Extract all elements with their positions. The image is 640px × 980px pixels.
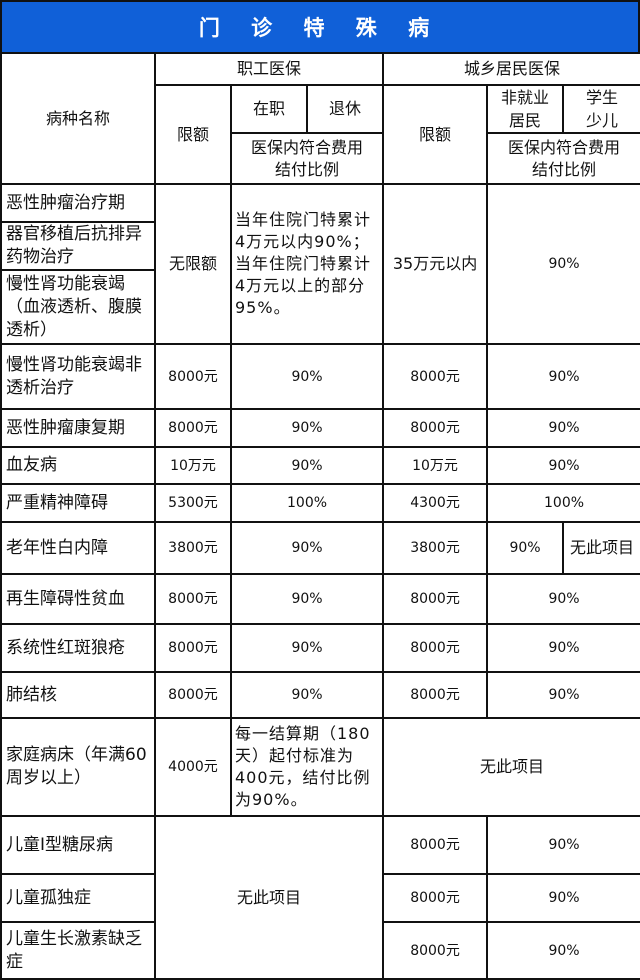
res-limit: 8000元 [382, 921, 489, 980]
table-row: 恶性肿瘤治疗期 无限额 当年住院门特累计4万元以内90%；当年住院门特累计4万元… [0, 183, 640, 345]
header-student: 学生 [562, 84, 640, 109]
header-disease-name: 病种名称 [0, 52, 156, 185]
table-row: 家庭病床（年满60周岁以上） 4000元 每一结算期（180天）起付标准为400元，… [0, 717, 640, 817]
disease-name: 儿童Ⅰ型糖尿病 [0, 815, 156, 875]
res-limit: 8000元 [382, 815, 489, 875]
emp-ratio: 90% [229, 671, 385, 719]
emp-ratio: 90% [229, 623, 385, 673]
disease-name: 儿童孤独症 [0, 873, 156, 923]
header-student-2: 少儿 [562, 109, 640, 134]
emp-limit: 8000元 [154, 671, 232, 719]
header-resident: 城乡居民医保 [382, 52, 640, 86]
res-ratio: 90% [486, 573, 640, 625]
header-employee: 职工医保 [153, 52, 385, 86]
table-row: 再生障碍性贫血 8000元 90% 8000元 90% [0, 573, 640, 625]
header-non-employed: 非就业 [486, 84, 565, 109]
disease-name: 恶性肿瘤治疗期 [0, 183, 156, 223]
emp-ratio: 90% [229, 573, 385, 625]
table-row: 儿童孤独症 8000元 90% [0, 873, 640, 923]
emp-ratio: 每一结算期（180天）起付标准为400元，结付比例为90%。 [229, 717, 385, 817]
emp-limit: 4000元 [154, 717, 232, 817]
emp-limit: 8000元 [154, 573, 232, 625]
header-active: 在职 [230, 84, 308, 134]
table-row: 严重精神障碍 5300元 100% 4300元 100% [0, 483, 640, 523]
res-ratio: 90% [486, 623, 640, 673]
disease-name: 血友病 [0, 446, 156, 485]
res-ratio: 90% [486, 446, 640, 485]
emp-limit: 8000元 [154, 343, 232, 410]
res-ratio: 90% [486, 873, 640, 923]
table-row: 肺结核 8000元 90% 8000元 90% [0, 671, 640, 719]
ratio-line2: 结付比例 [532, 159, 597, 179]
disease-name: 恶性肿瘤康复期 [0, 408, 156, 448]
res-ratio: 90% [486, 343, 640, 410]
table-row: 老年性白内障 3800元 90% 3800元 90% 无此项目 [0, 521, 640, 575]
page-title: 门 诊 特 殊 病 [0, 0, 640, 52]
res-ratio: 90% [486, 521, 565, 575]
disease-name: 严重精神障碍 [0, 483, 156, 523]
res-limit: 4300元 [382, 483, 489, 523]
emp-limit: 8000元 [154, 408, 232, 448]
res-limit: 35万元以内 [382, 183, 489, 345]
res-limit: 8000元 [382, 343, 489, 410]
res-ratio: 90% [486, 921, 640, 980]
header-emp-limit: 限额 [154, 84, 232, 185]
table-row: 慢性肾功能衰竭非透析治疗 8000元 90% 8000元 90% [0, 343, 640, 410]
res-ratio: 100% [486, 483, 640, 523]
res-limit: 10万元 [382, 446, 489, 485]
emp-limit: 5300元 [154, 483, 232, 523]
ratio-line1: 医保内符合费用 [251, 137, 364, 157]
disease-name: 慢性肾功能衰竭非透析治疗 [0, 343, 156, 410]
ratio-line1: 医保内符合费用 [508, 137, 621, 157]
table-row: 恶性肿瘤康复期 8000元 90% 8000元 90% [0, 408, 640, 448]
employee-na: 无此项目 [153, 815, 385, 980]
emp-ratio: 90% [229, 343, 385, 410]
disease-name: 家庭病床（年满60周岁以上） [0, 717, 156, 817]
res-ratio: 90% [486, 408, 640, 448]
header-res-limit: 限额 [382, 84, 489, 185]
res-limit: 8000元 [382, 671, 489, 719]
res-limit: 8000元 [382, 408, 489, 448]
table-row: 系统性红斑狼疮 8000元 90% 8000元 90% [0, 623, 640, 673]
res-student: 无此项目 [562, 521, 640, 575]
res-limit: 3800元 [382, 521, 489, 575]
header-emp-ratio: 医保内符合费用 结付比例 [229, 132, 385, 185]
emp-ratio: 90% [229, 446, 385, 485]
table-row: 器官移植后抗排异药物治疗 [0, 221, 640, 271]
res-ratio: 90% [486, 815, 640, 875]
emp-limit: 10万元 [154, 446, 232, 485]
table-row: 慢性肾功能衰竭（血液透析、腹膜透析） [0, 269, 640, 345]
disease-name: 慢性肾功能衰竭（血液透析、腹膜透析） [0, 269, 156, 345]
resident-na: 无此项目 [382, 717, 640, 817]
ratio-line2: 结付比例 [275, 159, 340, 179]
emp-limit: 8000元 [154, 623, 232, 673]
disease-name: 器官移植后抗排异药物治疗 [0, 221, 156, 271]
emp-limit: 无限额 [154, 183, 232, 345]
header-non-employed-2: 居民 [486, 109, 565, 134]
emp-limit: 3800元 [154, 521, 232, 575]
emp-ratio: 当年住院门特累计4万元以内90%；当年住院门特累计4万元以上的部分95%。 [229, 183, 385, 345]
res-limit: 8000元 [382, 623, 489, 673]
disease-name: 肺结核 [0, 671, 156, 719]
disease-name: 儿童生长激素缺乏症 [0, 921, 156, 980]
header-retired: 退休 [305, 84, 385, 134]
res-limit: 8000元 [382, 573, 489, 625]
emp-ratio: 100% [229, 483, 385, 523]
emp-ratio: 90% [229, 408, 385, 448]
special-disease-table: 病种名称 职工医保 城乡居民医保 限额 在职 退休 限额 非就业 学生 居民 少… [0, 52, 640, 980]
res-limit: 8000元 [382, 873, 489, 923]
disease-name: 再生障碍性贫血 [0, 573, 156, 625]
res-ratio: 90% [486, 183, 640, 345]
res-ratio: 90% [486, 671, 640, 719]
table-row: 儿童生长激素缺乏症 8000元 90% [0, 921, 640, 980]
disease-name: 系统性红斑狼疮 [0, 623, 156, 673]
header-res-ratio: 医保内符合费用 结付比例 [486, 132, 640, 185]
disease-name: 老年性白内障 [0, 521, 156, 575]
emp-ratio: 90% [229, 521, 385, 575]
table-row: 血友病 10万元 90% 10万元 90% [0, 446, 640, 485]
table-row: 儿童Ⅰ型糖尿病 无此项目 8000元 90% [0, 815, 640, 980]
